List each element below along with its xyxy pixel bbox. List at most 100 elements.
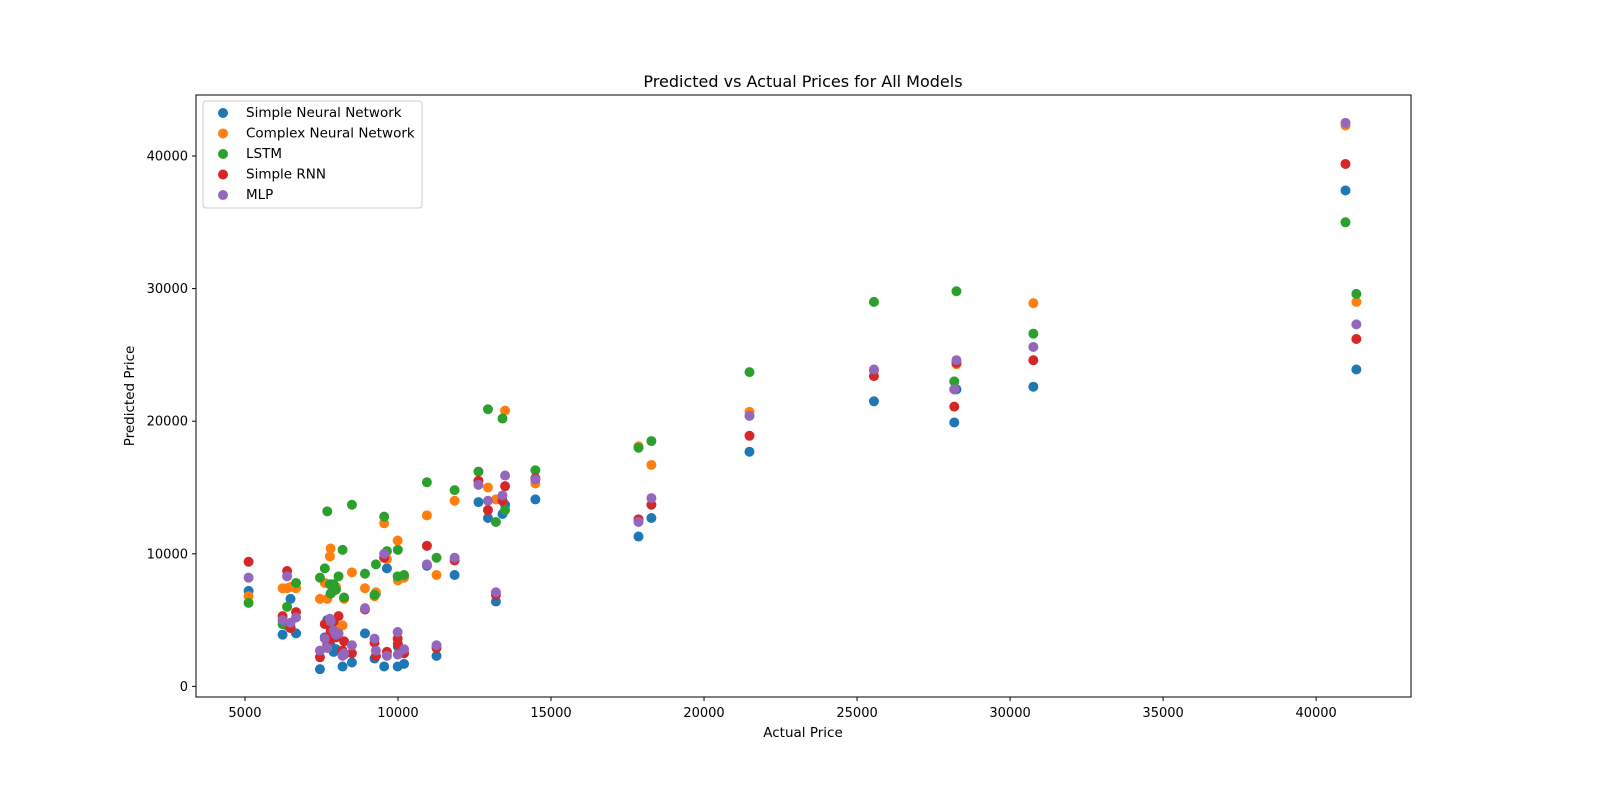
data-point <box>324 551 335 562</box>
data-point <box>431 650 442 661</box>
legend-label: Simple Neural Network <box>246 105 402 121</box>
legend-marker <box>218 108 228 118</box>
data-point <box>633 531 644 542</box>
x-tick-label: 5000 <box>228 706 261 721</box>
data-point <box>949 384 960 395</box>
data-point <box>322 642 333 653</box>
data-point <box>314 593 325 604</box>
data-point <box>243 556 254 567</box>
data-point <box>1351 364 1362 375</box>
data-point <box>500 481 511 492</box>
data-point <box>482 404 493 415</box>
data-point <box>379 661 390 672</box>
data-point <box>473 466 484 477</box>
data-point <box>325 543 336 554</box>
plot-area <box>243 117 1362 675</box>
data-point <box>331 584 342 595</box>
data-point <box>339 592 350 603</box>
data-point <box>431 570 442 581</box>
data-point <box>282 601 293 612</box>
data-point <box>337 544 348 555</box>
data-point <box>949 417 960 428</box>
data-point <box>868 296 879 307</box>
data-point <box>473 479 484 490</box>
data-point <box>949 376 960 387</box>
data-point <box>482 482 493 493</box>
legend-entry-lstm: LSTM <box>218 146 282 162</box>
data-point <box>421 477 432 488</box>
legend-marker <box>218 190 228 200</box>
data-point <box>633 516 644 527</box>
data-point <box>399 570 410 581</box>
legend-entry-simple-neural-network: Simple Neural Network <box>218 105 402 121</box>
legend-marker <box>218 169 228 180</box>
data-point <box>346 499 357 510</box>
data-point <box>431 552 442 563</box>
data-point <box>319 563 330 574</box>
data-point <box>243 597 254 608</box>
data-point <box>392 544 403 555</box>
data-point <box>314 664 325 675</box>
data-point <box>1028 381 1039 392</box>
data-point <box>646 459 657 470</box>
data-point <box>337 620 348 631</box>
data-point <box>291 612 302 623</box>
data-point <box>1340 217 1351 228</box>
data-point <box>369 633 380 644</box>
data-point <box>243 572 254 583</box>
data-point <box>392 535 403 546</box>
data-point <box>1028 298 1039 309</box>
legend-marker <box>218 128 228 139</box>
x-tick-label: 20000 <box>683 706 724 721</box>
legend-entry-mlp: MLP <box>218 187 273 203</box>
data-point <box>346 640 357 651</box>
x-tick-label: 15000 <box>530 706 571 721</box>
data-point <box>646 493 657 504</box>
data-point <box>500 470 511 481</box>
data-point <box>277 615 288 626</box>
y-axis-title: Predicted Price <box>122 346 138 447</box>
data-point <box>1351 296 1362 307</box>
data-point <box>744 446 755 457</box>
data-point <box>490 587 501 598</box>
data-point <box>500 405 511 416</box>
data-point <box>346 648 357 659</box>
data-point <box>500 505 511 516</box>
data-point <box>497 490 508 501</box>
x-tick-label: 25000 <box>836 706 877 721</box>
data-point <box>381 563 392 574</box>
data-point <box>1340 185 1351 196</box>
data-point <box>951 355 962 366</box>
y-tick-label: 10000 <box>147 547 188 562</box>
data-point <box>369 589 380 600</box>
plot-frame <box>195 94 1412 698</box>
y-tick-label: 20000 <box>147 415 188 430</box>
data-point <box>744 410 755 421</box>
data-point <box>333 628 344 639</box>
data-point <box>1340 117 1351 128</box>
data-point <box>482 512 493 523</box>
data-point <box>449 495 460 506</box>
data-point <box>379 511 390 522</box>
x-tick-label: 40000 <box>1295 706 1336 721</box>
chart-title: Predicted vs Actual Prices for All Model… <box>643 72 962 91</box>
data-point <box>633 442 644 453</box>
data-point <box>1028 355 1039 366</box>
data-point <box>282 571 293 582</box>
data-point <box>646 512 657 523</box>
data-point <box>1028 328 1039 339</box>
data-point <box>370 559 381 570</box>
data-point <box>449 485 460 496</box>
series-4 <box>243 117 1362 661</box>
data-point <box>399 658 410 669</box>
data-point <box>646 436 657 447</box>
data-point <box>482 505 493 516</box>
data-point <box>490 516 501 527</box>
y-tick-label: 0 <box>180 680 188 695</box>
data-point <box>1340 158 1351 169</box>
data-point <box>744 367 755 378</box>
data-point <box>392 627 403 638</box>
legend-label: MLP <box>246 187 273 203</box>
data-point <box>421 540 432 551</box>
